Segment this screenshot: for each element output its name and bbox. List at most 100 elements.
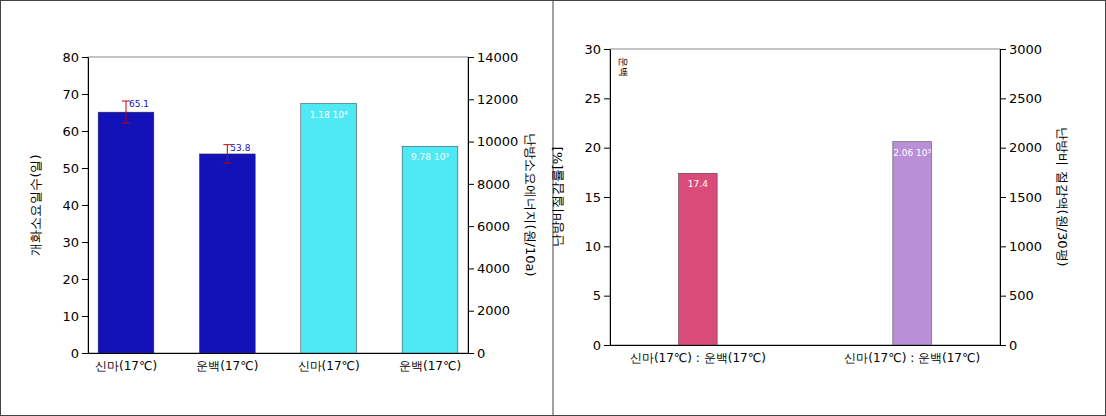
tick: 60 <box>62 124 88 139</box>
tick-mark <box>1000 49 1006 50</box>
tick-label: 0 <box>593 338 601 353</box>
tick-label: 신마(17℃) : 운백(17℃) <box>630 351 766 365</box>
tick-mark <box>468 184 474 185</box>
tick-mark <box>82 57 88 58</box>
y-axis-title: 개화소요일수(일) <box>28 154 43 255</box>
tick: 4000 <box>468 261 510 276</box>
tick-label: 60 <box>62 124 79 139</box>
tick: 신마(17℃) <box>95 353 157 373</box>
tick-mark <box>82 316 88 317</box>
tick: 500 <box>1000 288 1034 303</box>
tick-mark <box>1000 296 1006 297</box>
tick-mark <box>82 131 88 132</box>
tick-mark <box>604 49 610 50</box>
tick-mark <box>82 205 88 206</box>
marks <box>98 101 458 353</box>
tick-label: 4000 <box>477 261 510 276</box>
bar <box>679 173 718 345</box>
tick-label: 10000 <box>477 134 518 149</box>
tick: 2000 <box>1000 140 1042 155</box>
figure: 65.153.81.18 10⁴9.78 10³0102030405060708… <box>0 0 1106 416</box>
tick: 10 <box>584 239 610 254</box>
chart: 17.4 2.06 10³ 0 5 10 15 20 25 300 500 1000 1500 2000… <box>550 42 1070 365</box>
tick-label: 10 <box>584 239 601 254</box>
tick: 25 <box>584 91 610 106</box>
axis-line <box>468 58 469 354</box>
tick-label: 2000 <box>477 303 510 318</box>
error-cap <box>223 163 231 164</box>
tick: 0 <box>468 346 485 361</box>
tick: 2500 <box>1000 91 1042 106</box>
tick-label: 0 <box>71 346 79 361</box>
tick-mark <box>82 94 88 95</box>
y-axis: 0 5 10 15 20 25 30 <box>584 42 610 353</box>
tick: 10000 <box>468 134 518 149</box>
tick: 5 <box>593 288 610 303</box>
tick-label: 3000 <box>1009 42 1042 57</box>
tick-label: 신마(17℃) <box>298 359 360 373</box>
tick-label: 30 <box>584 42 601 57</box>
tick-mark <box>1000 148 1006 149</box>
tick: 3000 <box>1000 42 1042 57</box>
tick-label: 신마(17℃) : 운백(17℃) <box>844 351 980 365</box>
tick: 1000 <box>1000 239 1042 254</box>
tick-label: 500 <box>1009 288 1034 303</box>
tick-mark <box>82 168 88 169</box>
tick: 14000 <box>468 50 518 65</box>
tick-label: 50 <box>62 161 79 176</box>
tick: 1500 <box>1000 190 1042 205</box>
y2-axis-title: 난방비 절감액(원/30평) <box>1055 127 1070 266</box>
marks <box>679 142 932 345</box>
tick-label: 2500 <box>1009 91 1042 106</box>
tick: 70 <box>62 87 88 102</box>
frame <box>1 1 1106 416</box>
tick-label: 20 <box>62 272 79 287</box>
chart: 65.153.81.18 10⁴9.78 10³0102030405060708… <box>28 50 538 373</box>
tick-mark <box>1000 345 1006 346</box>
y-axis: 01020304050607080 <box>62 50 88 361</box>
tick-mark <box>82 279 88 280</box>
tick: 신마(17℃) : 운백(17℃) <box>630 345 766 365</box>
tick-mark <box>468 353 474 354</box>
tick-label: 운백(17℃) <box>196 359 258 373</box>
tick-label: 2000 <box>1009 140 1042 155</box>
tick: 15 <box>584 190 610 205</box>
tick-label: 80 <box>62 50 79 65</box>
tick-mark <box>1000 98 1006 99</box>
tick: 50 <box>62 161 88 176</box>
tick: 30 <box>62 235 88 250</box>
tick: 신마(17℃) <box>298 353 360 373</box>
tick: 운백(17℃) <box>196 353 258 373</box>
axis-line <box>610 50 611 346</box>
tick-mark <box>468 226 474 227</box>
tick-label: 0 <box>477 346 485 361</box>
data-label: 2.06 10³ <box>893 148 931 158</box>
tick: 0 <box>71 346 88 361</box>
tick-mark <box>468 99 474 100</box>
data-label: 9.78 10³ <box>411 152 449 162</box>
tick-label: 70 <box>62 87 79 102</box>
tick: 2000 <box>468 303 510 318</box>
x-axis: 신마(17℃)운백(17℃)신마(17℃)운백(17℃) <box>89 353 469 373</box>
tick: 20 <box>584 140 610 155</box>
axis-line <box>611 345 1001 346</box>
y2-axis: 050010001500200025003000 <box>1000 42 1042 353</box>
x-axis: 신마(17℃) : 운백(17℃) 신마(17℃) : 운백(17℃) <box>611 345 1001 365</box>
y-axis-title: 난방비절감률[%] <box>550 147 565 248</box>
axis-line <box>89 353 469 354</box>
tick-label: 10 <box>62 309 79 324</box>
bar <box>199 154 255 353</box>
tick-mark <box>468 142 474 143</box>
data-label: 17.4 <box>688 179 708 189</box>
plot-frame <box>88 57 468 353</box>
tick-mark <box>604 246 610 247</box>
tick-mark <box>604 98 610 99</box>
axis-line <box>88 58 89 354</box>
bar <box>301 104 357 353</box>
labels: 65.153.81.18 10⁴9.78 10³ <box>129 99 449 162</box>
tick-label: 20 <box>584 140 601 155</box>
tick-mark <box>604 148 610 149</box>
tick-label: 15 <box>584 190 601 205</box>
tick-mark <box>1000 197 1006 198</box>
tick-mark <box>604 345 610 346</box>
